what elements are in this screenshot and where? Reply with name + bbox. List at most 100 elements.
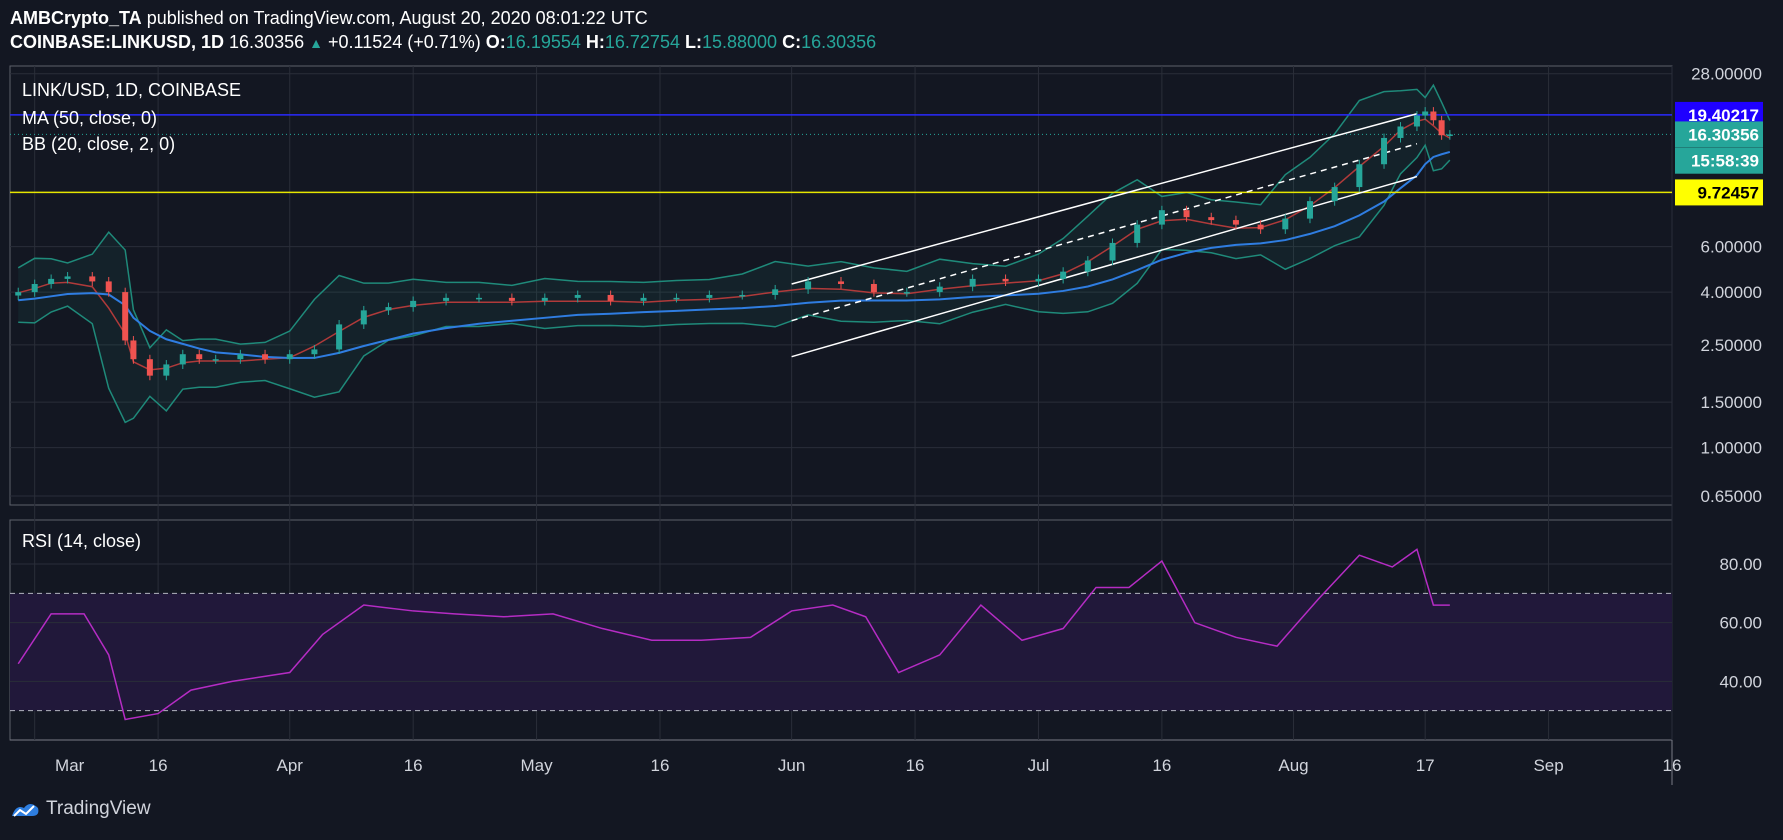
- candle-body: [1306, 201, 1313, 219]
- price-label-box: [1675, 179, 1763, 206]
- candle-body: [1109, 242, 1116, 261]
- candle-body: [1413, 115, 1420, 127]
- candle-body: [130, 340, 137, 360]
- candle-body: [805, 281, 812, 290]
- candle-body: [838, 281, 844, 284]
- candle-body: [286, 354, 293, 360]
- candle-body: [89, 276, 96, 282]
- candle-body: [385, 307, 392, 311]
- candle-body: [574, 294, 581, 298]
- candle-body: [1257, 224, 1264, 230]
- candle-body: [212, 359, 219, 361]
- chart-header: AMBCrypto_TA published on TradingView.co…: [10, 6, 876, 55]
- price-tick-label: 6.00000: [1701, 238, 1762, 257]
- candle-body: [196, 354, 203, 360]
- time-tick-label: 16: [404, 756, 423, 775]
- candle-body: [541, 297, 548, 301]
- candle-body: [122, 292, 129, 341]
- candle-body: [1438, 120, 1445, 136]
- bollinger-bands: [17, 83, 1451, 424]
- candle-body: [772, 289, 779, 295]
- candle-body: [1208, 217, 1215, 221]
- channel-upper-line[interactable]: [791, 113, 1418, 285]
- candle-body: [903, 292, 910, 294]
- price-tick-label: 1.50000: [1701, 393, 1762, 412]
- chart-axes: Mar 16 Apr 16 May 16 Jun 16 Jul 16 Aug 17 Sep 16 28.00…: [55, 65, 1763, 775]
- price-label-text: 9.72457: [1698, 183, 1759, 202]
- open-label: O:: [485, 32, 506, 52]
- publish-line: AMBCrypto_TA published on TradingView.co…: [10, 6, 876, 30]
- legend-ma[interactable]: MA (50, close, 0): [22, 108, 157, 128]
- candle-body: [1035, 278, 1042, 282]
- price-label-text: 15:58:39: [1691, 152, 1759, 171]
- time-tick-label: Apr: [277, 756, 304, 775]
- rsi-tick-label: 80.00: [1719, 555, 1762, 574]
- candle-body: [443, 297, 450, 301]
- price-tick-label: 1.00000: [1701, 439, 1762, 458]
- price-tick-label: 28.00000: [1691, 65, 1762, 84]
- candle-body: [15, 292, 22, 296]
- bb-lower-line: [18, 143, 1451, 424]
- price-change: +0.11524 (+0.71%): [328, 32, 481, 52]
- price-label-text: 16.30356: [1688, 125, 1759, 144]
- tradingview-brand[interactable]: TradingView: [10, 798, 151, 820]
- rsi-line: [17, 548, 1450, 721]
- up-triangle-icon: ▲: [309, 35, 323, 51]
- low-value: 15.88000: [701, 32, 778, 52]
- candle-body: [64, 276, 71, 279]
- candle-body: [410, 300, 417, 308]
- candle-body: [311, 349, 318, 355]
- candle-body: [360, 310, 367, 325]
- candle-body: [739, 294, 746, 297]
- candle-body: [1060, 271, 1067, 279]
- time-tick-label: Sep: [1533, 756, 1563, 775]
- low-label: L:: [684, 32, 702, 52]
- time-tick-label: May: [521, 756, 554, 775]
- close-value: 16.30356: [801, 32, 877, 52]
- brand-name: TradingView: [46, 798, 151, 819]
- candle-body: [706, 294, 713, 298]
- close-label: C:: [782, 32, 802, 52]
- chart-overlays: [10, 113, 1672, 360]
- candle-body: [508, 297, 515, 301]
- ma50-line: [18, 150, 1451, 360]
- candle-body: [1430, 111, 1437, 121]
- candle-body: [262, 354, 269, 360]
- rsi-tick-label: 40.00: [1719, 672, 1762, 691]
- candle-body: [1232, 220, 1239, 225]
- bb-upper-line: [17, 83, 1451, 350]
- price-tick-label: 2.50000: [1701, 336, 1762, 355]
- candle-body: [1422, 111, 1429, 116]
- channel-middle-line[interactable]: [791, 143, 1418, 322]
- candle-body: [1356, 164, 1363, 188]
- rsi-pane: [10, 548, 1672, 721]
- time-tick-label: 16: [651, 756, 670, 775]
- candle-body: [105, 281, 112, 293]
- time-tick-label: Jun: [778, 756, 805, 775]
- legend-pair: LINK/USD, 1D, COINBASE: [22, 80, 241, 100]
- time-tick-label: Aug: [1278, 756, 1308, 775]
- candle-body: [336, 324, 343, 350]
- rsi-tick-label: 60.00: [1719, 614, 1762, 633]
- price-tick-label: 0.65000: [1701, 487, 1762, 506]
- candle-body: [870, 283, 877, 293]
- high-label: H:: [585, 32, 605, 52]
- legend-bb[interactable]: BB (20, close, 2, 0): [22, 134, 175, 154]
- time-tick-label: Jul: [1028, 756, 1050, 775]
- price-label-box: [1675, 147, 1763, 174]
- candle-body: [48, 278, 55, 284]
- candle-body: [31, 283, 38, 293]
- legend-rsi[interactable]: RSI (14, close): [22, 531, 141, 551]
- publisher-name[interactable]: AMBCrypto_TA: [10, 8, 142, 28]
- candle-body: [1183, 210, 1190, 218]
- last-price: 16.30356: [229, 32, 305, 52]
- candle-body: [1331, 187, 1338, 202]
- candle-body: [673, 297, 680, 300]
- time-tick-label: 16: [149, 756, 168, 775]
- time-tick-label: 16: [1152, 756, 1171, 775]
- candlesticks: [15, 107, 1453, 381]
- ohlc-line: COINBASE:LINKUSD, 1D 16.30356 ▲ +0.11524…: [10, 30, 876, 55]
- time-tick-label: 17: [1416, 756, 1435, 775]
- candle-body: [1446, 134, 1453, 136]
